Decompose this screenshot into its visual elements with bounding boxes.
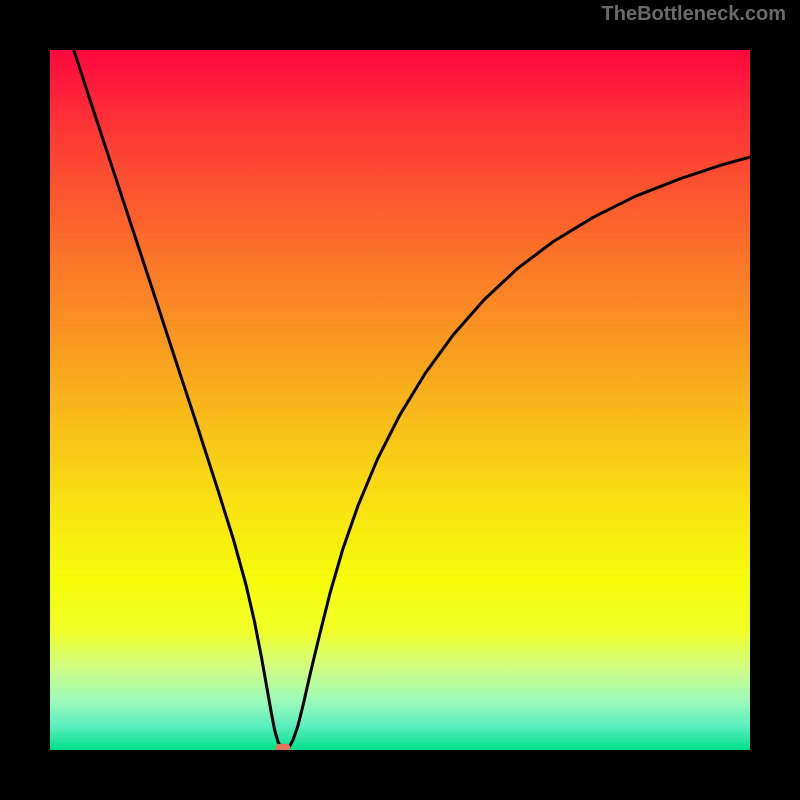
bottleneck-chart: TheBottleneck.com	[0, 0, 800, 800]
watermark-text: TheBottleneck.com	[602, 3, 786, 25]
gradient-background	[50, 50, 750, 750]
